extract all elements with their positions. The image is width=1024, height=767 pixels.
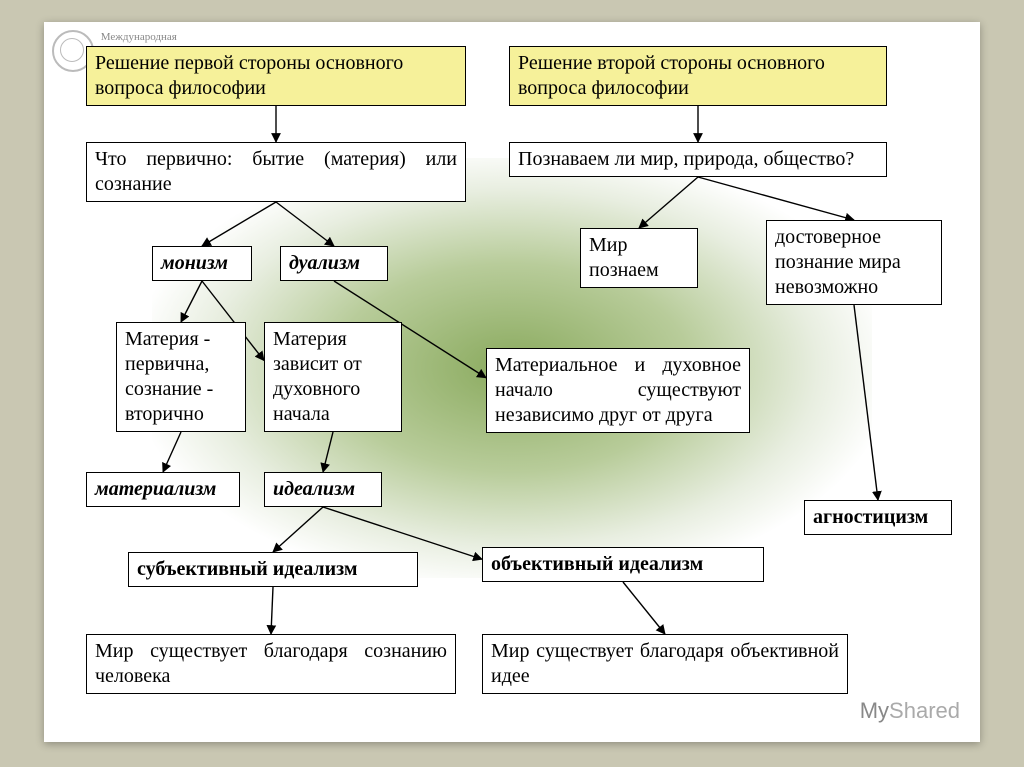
edge-n13-n15 bbox=[273, 507, 323, 552]
node-n7: Мир познаем bbox=[580, 228, 698, 288]
node-n9: Материя - первична, сознание - вторично bbox=[116, 322, 246, 432]
node-n1: Решение первой стороны основного вопроса… bbox=[86, 46, 466, 106]
node-n3: Что первично: бытие (материя) или сознан… bbox=[86, 142, 466, 202]
node-n16: объективный идеализм bbox=[482, 547, 764, 582]
node-n8: достоверное познание мира невозможно bbox=[766, 220, 942, 305]
edge-n15-n17 bbox=[271, 587, 273, 634]
node-n2: Решение второй стороны основного вопроса… bbox=[509, 46, 887, 106]
edge-n4-n7 bbox=[639, 177, 698, 228]
node-n4: Познаваем ли мир, природа, общество? bbox=[509, 142, 887, 177]
node-n18: Мир существует благодаря объективной иде… bbox=[482, 634, 848, 694]
node-n13: идеализм bbox=[264, 472, 382, 507]
edge-n4-n8 bbox=[698, 177, 854, 220]
node-n12: материализм bbox=[86, 472, 240, 507]
edge-n5-n9 bbox=[181, 281, 202, 322]
node-n17: Мир существует благодаря сознанию челове… bbox=[86, 634, 456, 694]
node-n15: субъективный идеализм bbox=[128, 552, 418, 587]
edge-n9-n12 bbox=[163, 432, 181, 472]
node-n6: дуализм bbox=[280, 246, 388, 281]
node-n10: Материя зависит от духовного начала bbox=[264, 322, 402, 432]
node-n14: агностицизм bbox=[804, 500, 952, 535]
edge-n10-n13 bbox=[323, 432, 333, 472]
node-n11: Материальное и духовное начало существую… bbox=[486, 348, 750, 433]
edge-n16-n18 bbox=[623, 582, 665, 634]
node-n5: монизм bbox=[152, 246, 252, 281]
edge-n3-n5 bbox=[202, 202, 276, 246]
slide: Международная Академия Бизнеса MyShared … bbox=[44, 22, 980, 742]
edge-n8-n14 bbox=[854, 305, 878, 500]
watermark: MyShared bbox=[860, 698, 960, 724]
edge-n3-n6 bbox=[276, 202, 334, 246]
